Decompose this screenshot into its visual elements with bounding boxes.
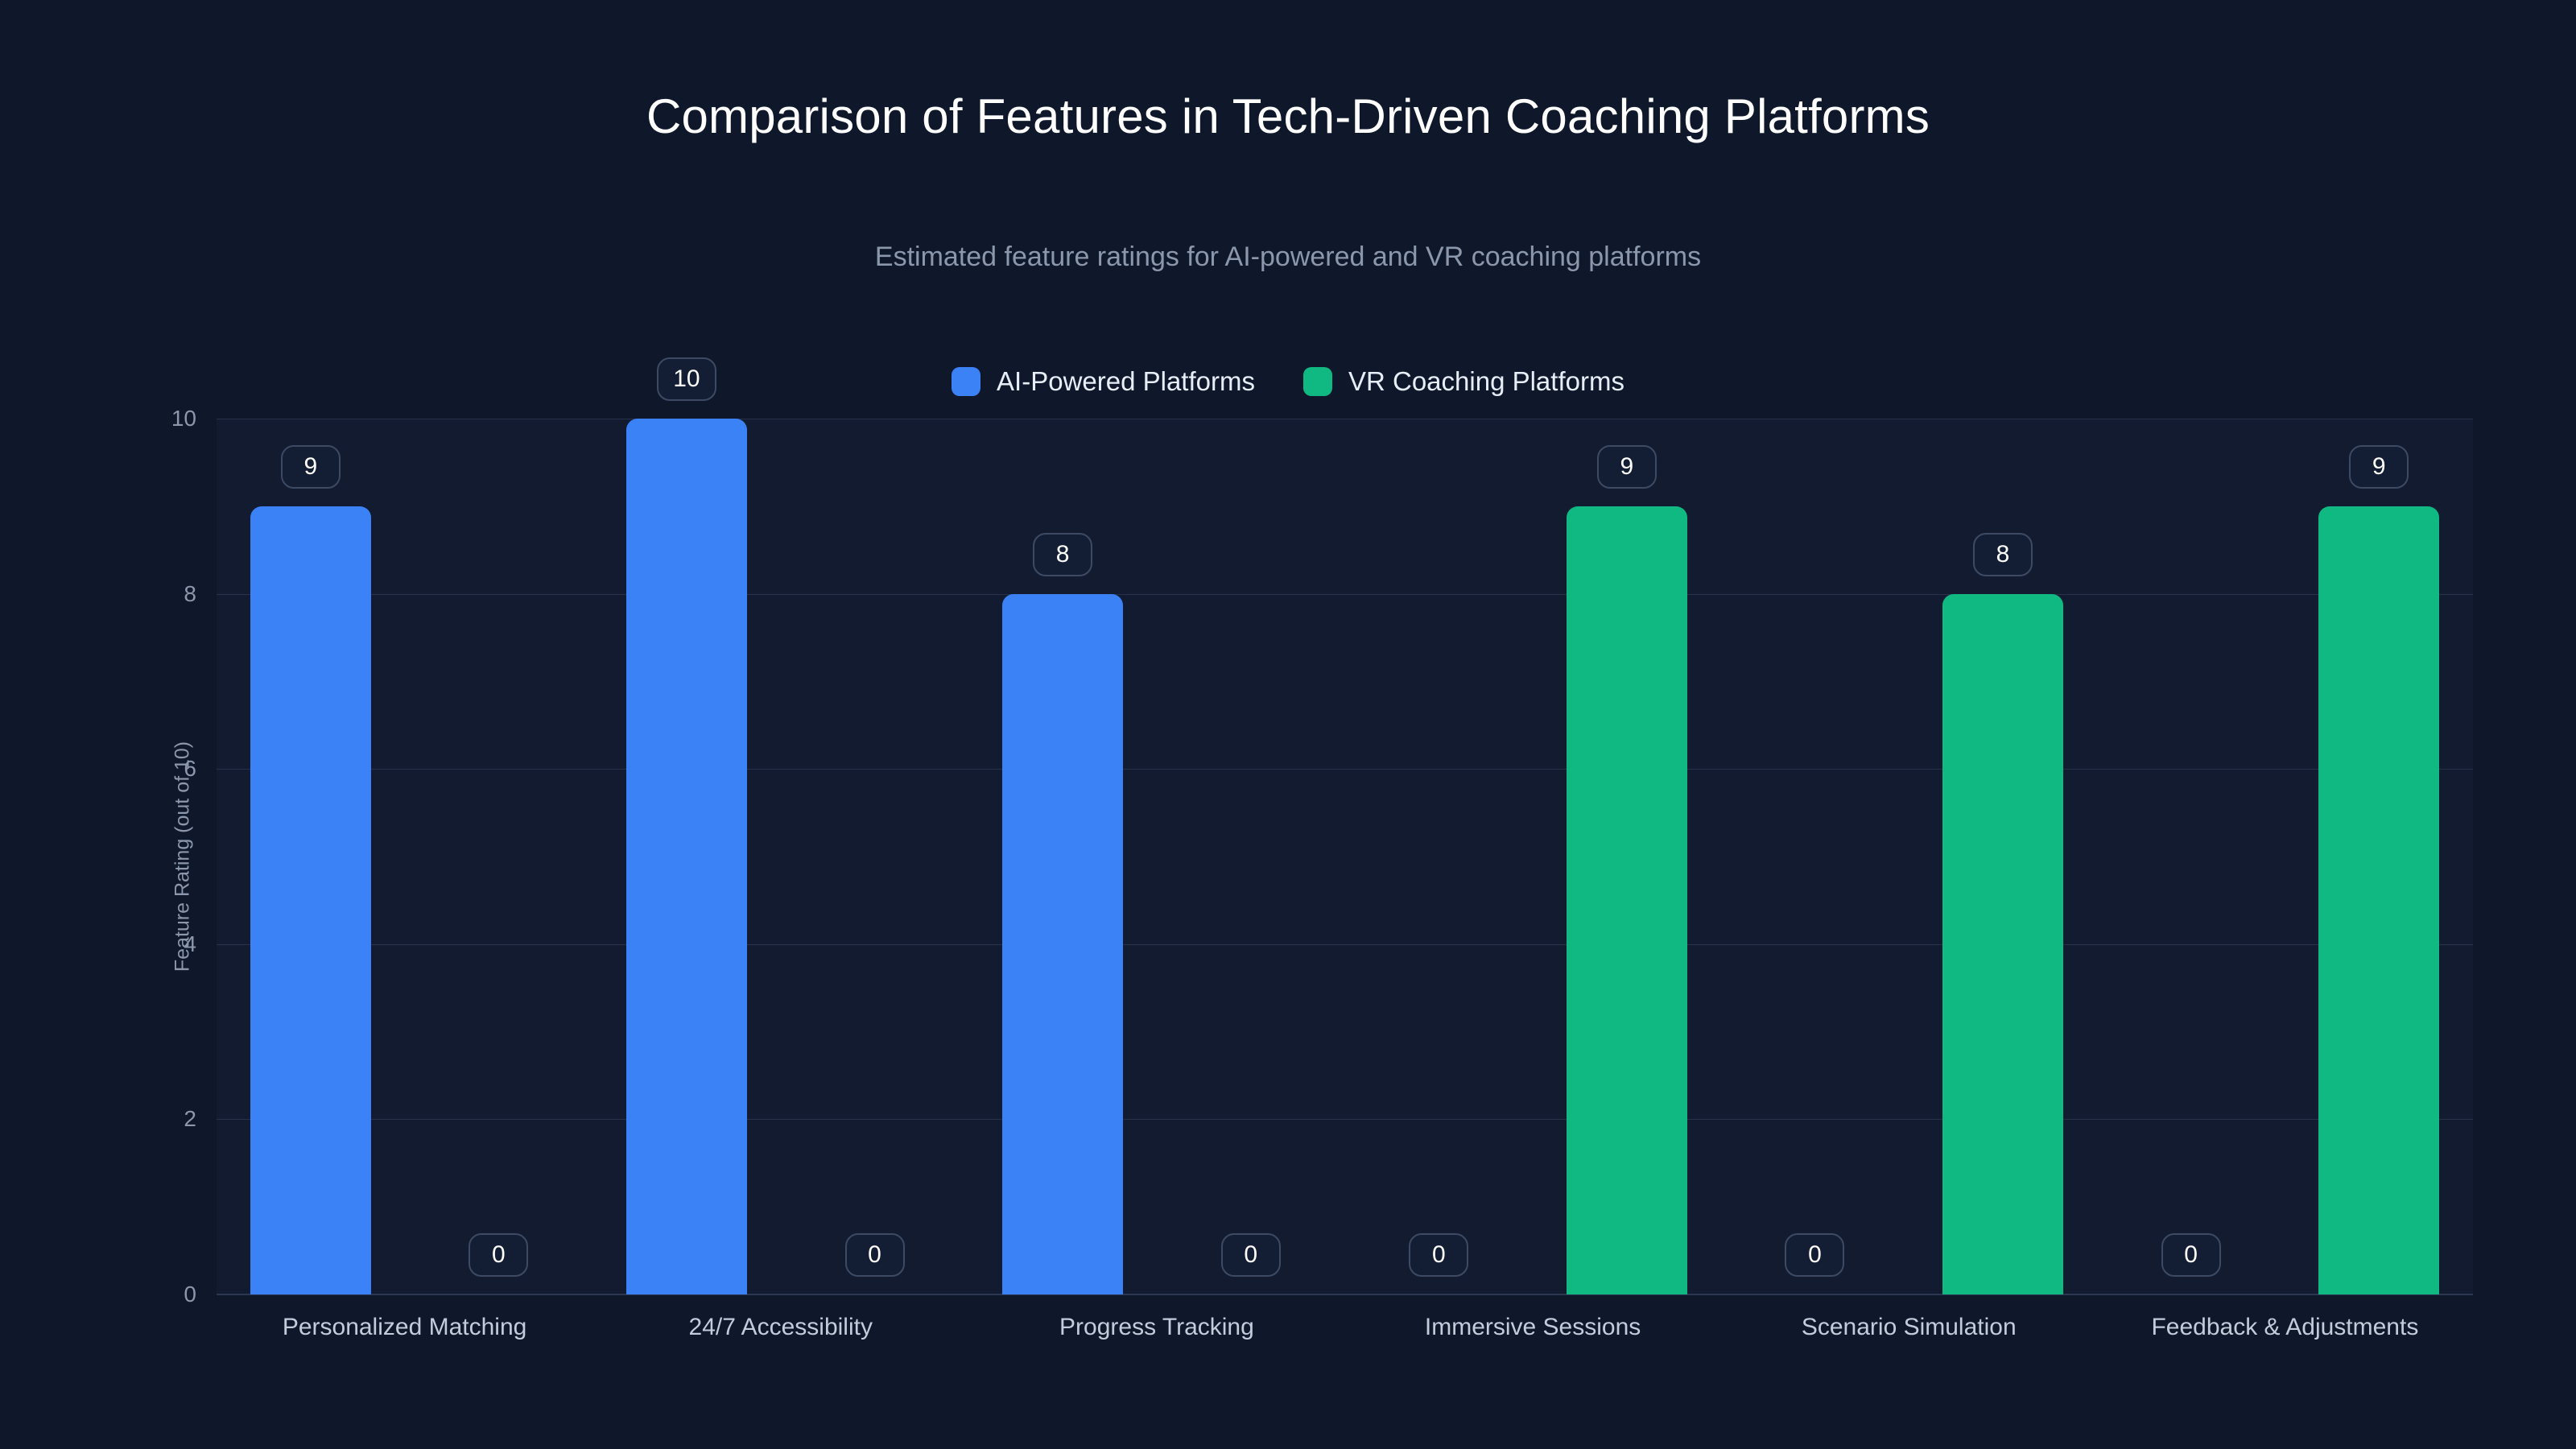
bar-slot: 0 — [781, 419, 969, 1294]
bar-value-label: 0 — [1220, 1233, 1281, 1277]
y-axis-tick-label: 4 — [184, 931, 196, 956]
bar[interactable] — [250, 506, 371, 1294]
plot-area: Feature Rating (out of 10) 9 0 10 0 8 0 0 9 0 8 0 9 — [171, 357, 2473, 1295]
bar-value-label: 9 — [1596, 444, 1657, 489]
legend-item-ai-powered-platforms[interactable]: AI-Powered Platforms — [952, 366, 1255, 397]
gridline — [217, 943, 2473, 945]
bar-slot: 10 — [592, 357, 781, 1294]
bar[interactable] — [1002, 593, 1124, 1294]
bar[interactable] — [2318, 506, 2440, 1294]
bar[interactable] — [1566, 506, 1687, 1294]
x-axis-category-labels: Personalized Matching 24/7 Accessibility P… — [217, 1314, 2473, 1362]
bar-value-label: 9 — [280, 444, 341, 489]
chart-subtitle: Estimated feature ratings for AI-powered… — [874, 242, 1702, 272]
bar-value-label: 0 — [1785, 1233, 1845, 1277]
gridline — [217, 593, 2473, 595]
legend-item-vr-coaching-platforms[interactable]: VR Coaching Platforms — [1302, 366, 1624, 397]
bar-slot: 9 — [217, 419, 405, 1294]
bar-value-label: 10 — [656, 357, 716, 401]
y-axis-tick-label: 2 — [184, 1106, 196, 1132]
y-axis-tick-label: 8 — [184, 580, 196, 606]
bar[interactable] — [1942, 593, 2064, 1294]
bar-value-label: 0 — [469, 1233, 529, 1277]
bar-slot: 0 — [1345, 419, 1534, 1294]
x-axis-category-label: Personalized Matching — [282, 1314, 527, 1340]
bar-groups: 9 0 10 0 8 0 0 9 0 8 0 9 — [217, 357, 2473, 1294]
x-axis-category-label: Progress Tracking — [1059, 1314, 1254, 1340]
x-axis-category-label: Immersive Sessions — [1424, 1314, 1641, 1340]
chart-legend: AI-Powered Platforms VR Coaching Platform… — [0, 366, 2576, 397]
legend-swatch-icon — [952, 367, 981, 396]
bar-slot: 0 — [1157, 419, 1345, 1294]
y-axis-tick-label: 0 — [184, 1282, 196, 1307]
bar-value-label: 0 — [844, 1233, 905, 1277]
bar-slot: 9 — [1533, 419, 1721, 1294]
bar-value-label: 0 — [1409, 1233, 1469, 1277]
legend-label: VR Coaching Platforms — [1348, 366, 1624, 396]
x-axis-category-label: Scenario Simulation — [1801, 1314, 2017, 1340]
bar-value-label: 8 — [1973, 532, 2033, 576]
y-axis-tick-label: 6 — [184, 756, 196, 782]
gridline — [217, 1119, 2473, 1121]
bar-slot: 8 — [1909, 419, 2097, 1294]
bar-slot: 0 — [405, 419, 593, 1294]
chart-title: Comparison of Features in Tech-Driven Co… — [646, 89, 1930, 143]
bar[interactable] — [625, 419, 747, 1294]
bar-value-label: 8 — [1033, 532, 1093, 576]
bar-slot: 0 — [2097, 419, 2285, 1294]
bar-slot: 9 — [2285, 419, 2473, 1294]
gridline — [217, 769, 2473, 770]
legend-swatch-icon — [1302, 367, 1332, 396]
bar-value-label: 0 — [2161, 1233, 2221, 1277]
x-axis-category-label: 24/7 Accessibility — [688, 1314, 873, 1340]
bar-slot: 8 — [968, 419, 1157, 1294]
bar-value-label: 9 — [2349, 444, 2409, 489]
x-axis-category-label: Feedback & Adjustments — [2151, 1314, 2419, 1340]
bar-group: 10 0 — [592, 357, 969, 1294]
bar-slot: 0 — [1721, 419, 1909, 1294]
x-axis-line — [217, 1294, 2473, 1295]
legend-label: AI-Powered Platforms — [997, 366, 1255, 396]
y-axis-tick-label: 10 — [171, 406, 196, 431]
